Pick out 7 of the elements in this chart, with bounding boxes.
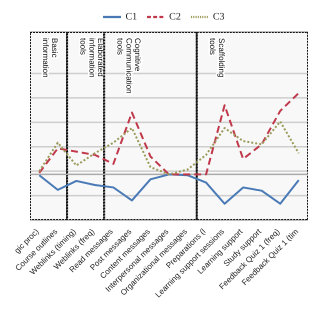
- band-label: Basic information: [41, 38, 59, 78]
- legend-label: C1: [125, 11, 138, 22]
- band-label: Cognitive Communication tools: [116, 38, 142, 94]
- band-label: Elaborated information tools: [78, 38, 106, 78]
- legend-label: C3: [212, 11, 224, 22]
- band-label: Scaffolding tools: [208, 38, 226, 78]
- legend-label: C2: [169, 11, 181, 22]
